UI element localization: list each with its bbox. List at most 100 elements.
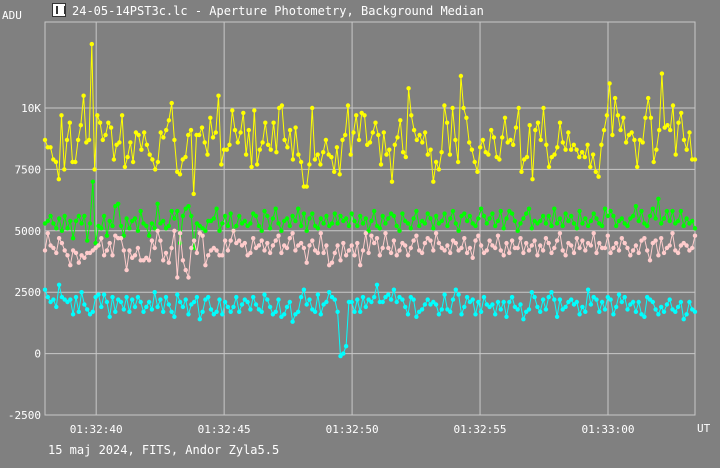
series-group: [42, 41, 698, 359]
data-point: [238, 130, 243, 135]
data-point: [670, 103, 676, 108]
data-point: [340, 137, 345, 143]
data-point: [285, 145, 290, 150]
data-point: [217, 228, 222, 233]
data-point: [630, 213, 636, 219]
data-point: [287, 299, 292, 305]
data-point: [352, 309, 357, 314]
data-point: [544, 142, 549, 147]
data-point: [217, 297, 222, 302]
data-point: [374, 282, 380, 287]
data-point: [82, 255, 87, 260]
data-point: [155, 304, 160, 310]
data-point: [484, 221, 489, 226]
data-point: [237, 309, 242, 314]
data-point: [301, 211, 307, 216]
data-point: [636, 218, 641, 224]
data-point: [253, 302, 259, 307]
data-point: [417, 248, 422, 253]
data-point: [664, 245, 670, 251]
data-point: [629, 130, 634, 135]
data-point: [608, 208, 613, 214]
data-point: [110, 223, 115, 229]
data-point: [208, 307, 214, 312]
data-point: [588, 302, 594, 307]
data-point: [636, 250, 641, 256]
data-point: [616, 248, 622, 253]
data-point: [484, 248, 489, 253]
data-point: [588, 164, 593, 170]
data-point: [224, 147, 229, 152]
data-point: [104, 299, 110, 305]
data-point: [574, 299, 579, 305]
data-point: [253, 245, 259, 251]
data-point: [141, 309, 146, 314]
data-point: [687, 299, 692, 305]
data-point: [664, 302, 670, 307]
data-point: [51, 297, 56, 302]
data-point: [422, 302, 428, 307]
data-point: [549, 290, 554, 295]
data-point: [293, 125, 298, 130]
data-point: [352, 218, 357, 224]
data-point: [211, 216, 216, 221]
data-point: [469, 147, 475, 152]
data-point: [511, 142, 516, 147]
x-axis-label: UT: [697, 422, 711, 435]
data-point: [312, 248, 318, 253]
data-point: [172, 228, 177, 233]
data-point: [48, 213, 53, 219]
data-point: [86, 137, 92, 143]
data-point: [290, 231, 295, 236]
data-point: [155, 228, 160, 233]
data-point: [142, 130, 147, 135]
data-point: [540, 213, 546, 219]
data-point: [625, 223, 630, 229]
data-point: [369, 218, 374, 224]
data-point: [332, 250, 337, 256]
data-point: [227, 142, 232, 147]
data-point: [161, 218, 166, 224]
data-point: [661, 250, 667, 256]
data-point: [538, 243, 543, 248]
data-point: [121, 233, 127, 238]
data-point: [656, 253, 661, 258]
data-point: [607, 81, 612, 86]
data-point: [245, 223, 250, 229]
data-point: [491, 135, 497, 140]
data-point: [315, 250, 321, 256]
data-point: [622, 221, 627, 226]
data-point: [85, 238, 90, 243]
data-point: [679, 110, 684, 116]
x-tick-label: 01:32:55: [454, 423, 507, 436]
data-point: [425, 211, 430, 216]
data-point: [436, 167, 442, 172]
data-point: [270, 216, 276, 221]
data-point: [59, 294, 65, 300]
data-point: [661, 309, 667, 314]
data-point: [197, 231, 202, 236]
data-point: [307, 243, 312, 248]
data-point: [571, 221, 577, 226]
data-point: [470, 255, 475, 260]
data-point: [248, 250, 253, 256]
data-point: [189, 213, 194, 219]
data-point: [62, 167, 67, 172]
data-point: [222, 238, 228, 243]
data-point: [121, 248, 127, 253]
data-point: [555, 145, 560, 150]
data-point: [458, 73, 464, 79]
data-point: [265, 297, 270, 302]
data-point: [141, 258, 146, 263]
data-point: [639, 208, 644, 214]
data-point: [431, 226, 436, 231]
data-point: [346, 248, 352, 253]
data-point: [287, 223, 292, 229]
data-point: [45, 218, 50, 224]
data-point: [395, 135, 400, 140]
data-point: [381, 130, 386, 135]
data-point: [643, 115, 648, 121]
data-point: [298, 294, 304, 300]
data-point: [493, 245, 498, 251]
data-point: [237, 213, 242, 219]
